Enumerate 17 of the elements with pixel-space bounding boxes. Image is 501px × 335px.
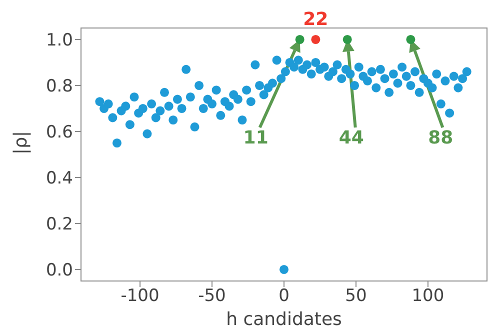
y-tick-label: 0.2 [46,214,73,235]
annotation: 88 [428,128,454,148]
x-tick-label: 50 [345,286,367,306]
y-tick-label: 0.4 [46,168,73,189]
y-tick-label: 0.6 [46,122,73,143]
annotation: 11 [243,128,268,148]
y-tick-label: 0.0 [46,260,73,281]
x-axis-title: h candidates [226,309,342,330]
y-tick-label: 1.0 [46,30,73,51]
annotation: 22 [303,9,328,30]
y-axis-title: |ρ| [10,130,32,154]
y-tick-label: 0.8 [46,76,73,97]
x-tick-label: -50 [198,286,226,306]
x-tick-label: 0 [278,286,290,306]
x-tick-label: 100 [412,286,444,306]
x-tick-label: -100 [120,286,160,306]
annotation: 44 [338,128,364,148]
